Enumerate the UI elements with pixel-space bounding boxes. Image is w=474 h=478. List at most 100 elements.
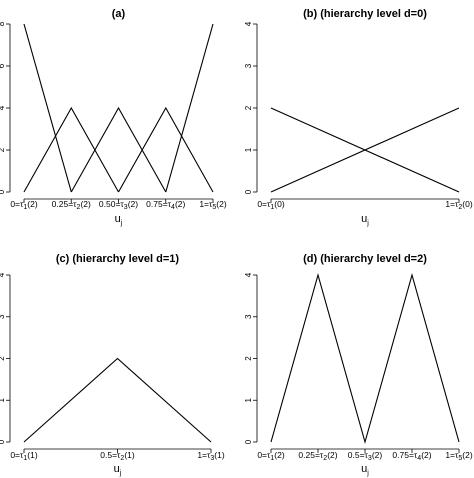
- x-tick-label-suffix: (0): [462, 199, 473, 209]
- x-tick-label-suffix: (2): [216, 199, 227, 209]
- x-axis-label-sub: j: [119, 470, 122, 477]
- x-tick-label-suffix: (2): [274, 450, 285, 460]
- x-axis-label: uj: [361, 213, 369, 227]
- x-tick-label: 1=τ3(1): [197, 450, 225, 462]
- panel-title: (a): [112, 8, 126, 20]
- y-tick-label: 1: [244, 397, 253, 402]
- x-tick-label: 0=τ1(0): [257, 199, 285, 211]
- x-axis-label-main: u: [361, 213, 367, 225]
- y-tick-label: 4: [244, 272, 253, 277]
- panel-title: (c) (hierarchy level d=1): [56, 253, 180, 265]
- x-tick-label: 0=τ1(2): [257, 450, 285, 462]
- series-line-5: [165, 23, 214, 193]
- x-tick-label: 0.25=τ2(2): [52, 199, 91, 211]
- x-axis-label: uj: [114, 463, 122, 477]
- x-tick-label-sub: 4: [417, 455, 421, 462]
- x-tick-label-sub: 2: [323, 455, 327, 462]
- panel-1: (a)024680=τ1(2)0.25=τ2(2)0.50=τ3(2)0.75=…: [0, 8, 227, 227]
- y-tick-label: 4: [0, 105, 6, 110]
- y-tick-label: 1: [0, 397, 6, 402]
- x-axis-label-main: u: [361, 463, 367, 475]
- x-axis-label-sub: j: [366, 220, 369, 227]
- x-tick-label: 1=τ5(2): [199, 199, 227, 211]
- y-tick-label: 2: [0, 356, 6, 361]
- x-tick-label-sub: 3: [368, 455, 372, 462]
- y-tick-label: 3: [244, 314, 253, 319]
- y-tick-label: 8: [0, 21, 6, 26]
- y-tick-label: 0: [244, 439, 253, 444]
- x-tick-label-main: 0=τ: [10, 450, 24, 460]
- x-axis-label-main: u: [115, 213, 121, 225]
- x-tick-label-sub: 5: [458, 455, 462, 462]
- x-tick-label: 0=τ1(1): [10, 450, 38, 462]
- x-tick-label-sub: 5: [212, 204, 216, 211]
- x-tick-label-suffix: (2): [372, 450, 383, 460]
- panel-title: (b) (hierarchy level d=0): [303, 8, 427, 20]
- x-tick-label: 0=τ1(2): [10, 199, 38, 211]
- x-tick-label-main: 0.25=τ: [52, 199, 78, 209]
- x-tick-label: 0.75=τ4(2): [146, 199, 185, 211]
- x-tick-label-sub: 2: [458, 204, 462, 211]
- y-tick-label: 1: [244, 147, 253, 152]
- x-tick-label-main: 0.5=τ: [348, 450, 369, 460]
- x-tick-label-sub: 1: [270, 455, 274, 462]
- y-tick-label: 2: [244, 105, 253, 110]
- x-tick-label-suffix: (1): [27, 450, 38, 460]
- x-tick-label: 1=τ2(0): [445, 199, 473, 211]
- x-tick-label-suffix: (1): [124, 450, 135, 460]
- x-axis-label-sub: j: [120, 220, 123, 227]
- x-axis-label-main: u: [114, 463, 120, 475]
- x-tick-label-main: 1=τ: [197, 450, 211, 460]
- x-tick-label-suffix: (2): [128, 199, 139, 209]
- x-tick-label-main: 0=τ: [257, 450, 271, 460]
- x-tick-label: 0.25=τ2(2): [298, 450, 337, 462]
- x-tick-label-sub: 1: [23, 204, 27, 211]
- x-tick-label-suffix: (2): [175, 199, 186, 209]
- x-tick-label-suffix: (2): [421, 450, 432, 460]
- series-line-2: [23, 106, 119, 193]
- x-tick-label-sub: 3: [124, 204, 128, 211]
- y-tick-label: 3: [244, 63, 253, 68]
- x-tick-label-suffix: (2): [27, 199, 38, 209]
- x-axis-label: uj: [115, 213, 123, 227]
- x-tick-label-sub: 1: [23, 455, 27, 462]
- x-tick-label: 0.5=τ3(2): [348, 450, 383, 462]
- y-tick-label: 4: [0, 272, 6, 277]
- x-tick-label-main: 0.75=τ: [392, 450, 418, 460]
- y-tick-label: 0: [244, 189, 253, 194]
- x-tick-label-main: 0=τ: [257, 199, 271, 209]
- x-tick-label-suffix: (2): [462, 450, 473, 460]
- x-tick-label-main: 0.75=τ: [146, 199, 172, 209]
- panel-3: (c) (hierarchy level d=1)012340=τ1(1)0.5…: [0, 253, 225, 477]
- y-tick-label: 3: [0, 314, 6, 319]
- x-tick-label-main: 0.25=τ: [298, 450, 324, 460]
- y-tick-label: 4: [244, 21, 253, 26]
- y-tick-label: 0: [0, 189, 6, 194]
- series-line-1: [23, 23, 72, 193]
- x-tick-label-suffix: (1): [214, 450, 225, 460]
- x-tick-label-suffix: (2): [80, 199, 91, 209]
- series-line-3: [70, 106, 167, 193]
- y-tick-label: 2: [244, 356, 253, 361]
- y-tick-label: 0: [0, 439, 6, 444]
- series-line-4: [118, 106, 214, 193]
- x-axis-label: uj: [361, 463, 369, 477]
- x-tick-label: 0.5=τ2(1): [100, 450, 135, 462]
- x-tick-label-main: 0.50=τ: [99, 199, 125, 209]
- x-tick-label-sub: 2: [120, 455, 124, 462]
- x-tick-label-sub: 1: [270, 204, 274, 211]
- x-tick-label-sub: 2: [77, 204, 81, 211]
- x-tick-label-sub: 4: [171, 204, 175, 211]
- series-line-1: [23, 357, 212, 443]
- x-tick-label-suffix: (0): [274, 199, 285, 209]
- x-tick-label-suffix: (2): [327, 450, 338, 460]
- panel-title: (d) (hierarchy level d=2): [303, 253, 427, 265]
- x-tick-label: 0.75=τ4(2): [392, 450, 431, 462]
- x-tick-label: 0.50=τ3(2): [99, 199, 138, 211]
- x-tick-label-main: 1=τ: [199, 199, 213, 209]
- series-line-2: [270, 107, 460, 193]
- x-tick-label: 1=τ5(2): [445, 450, 473, 462]
